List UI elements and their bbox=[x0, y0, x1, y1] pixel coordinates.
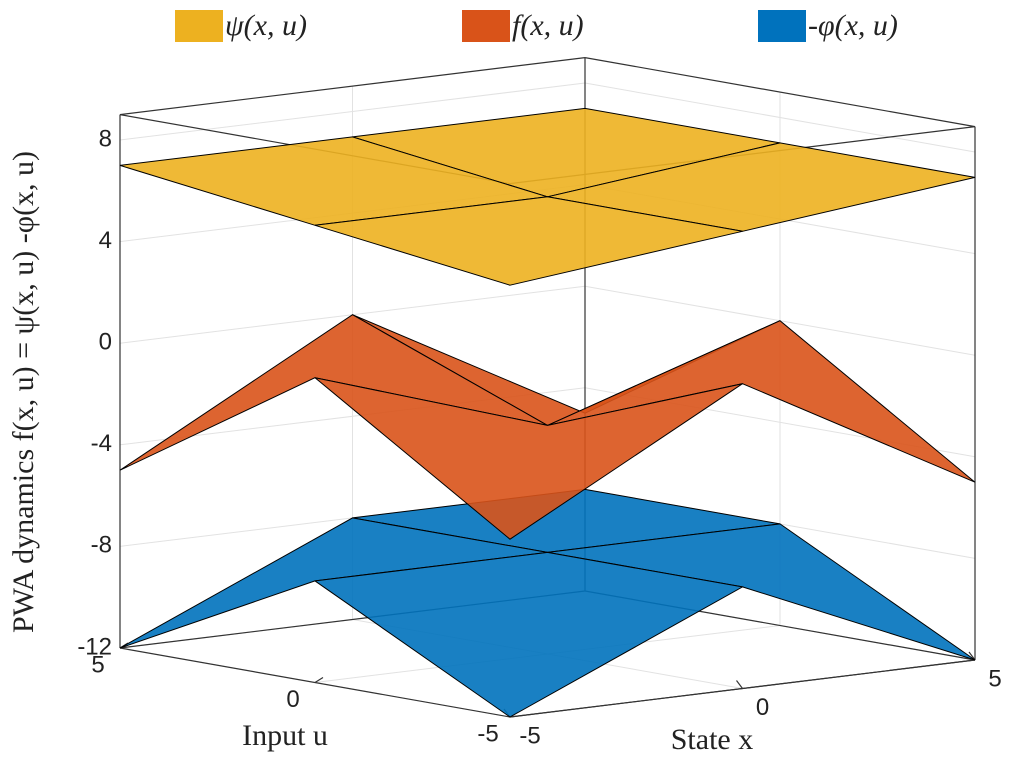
legend-label: f(x, u) bbox=[512, 9, 584, 42]
legend-swatch bbox=[175, 10, 223, 42]
axis-box bbox=[584, 57, 976, 128]
surface-patch bbox=[313, 551, 744, 718]
x-tick-label: 0 bbox=[756, 694, 769, 721]
z-tick-label: -4 bbox=[91, 430, 112, 457]
surface-patch bbox=[314, 196, 743, 286]
axis-box bbox=[509, 659, 976, 718]
z-tick-label: 4 bbox=[99, 227, 112, 254]
x-axis-label: State x bbox=[671, 723, 754, 756]
x-tick-label: -5 bbox=[519, 722, 540, 749]
legend-label: -φ(x, u) bbox=[808, 9, 898, 42]
tick-mark bbox=[314, 676, 324, 684]
y-tick-label: 0 bbox=[286, 686, 299, 713]
surfaces bbox=[119, 107, 976, 718]
z-tick-label: -8 bbox=[91, 532, 112, 559]
y-tick-label: -5 bbox=[477, 720, 498, 747]
legend-swatch bbox=[462, 10, 510, 42]
legend: ψ(x, u) f(x, u) -φ(x, u) bbox=[175, 9, 898, 42]
tick-mark bbox=[968, 651, 976, 661]
y-axis-label: Input u bbox=[242, 719, 328, 752]
x-tick-label: 5 bbox=[988, 665, 1001, 692]
z-tick-label: 8 bbox=[99, 125, 112, 152]
legend-label: ψ(x, u) bbox=[225, 9, 307, 42]
z-tick-label: -12 bbox=[77, 633, 112, 660]
axis-box bbox=[119, 57, 586, 116]
tick-mark bbox=[736, 680, 743, 689]
z-tick-label: 0 bbox=[99, 329, 112, 356]
axis-box bbox=[119, 647, 511, 718]
z-axis-label: PWA dynamics f(x, u) = ψ(x, u) -φ(x, u) bbox=[7, 151, 40, 633]
surface-patch bbox=[314, 377, 743, 540]
y-tick-label: 5 bbox=[91, 651, 104, 678]
legend-swatch bbox=[758, 10, 806, 42]
